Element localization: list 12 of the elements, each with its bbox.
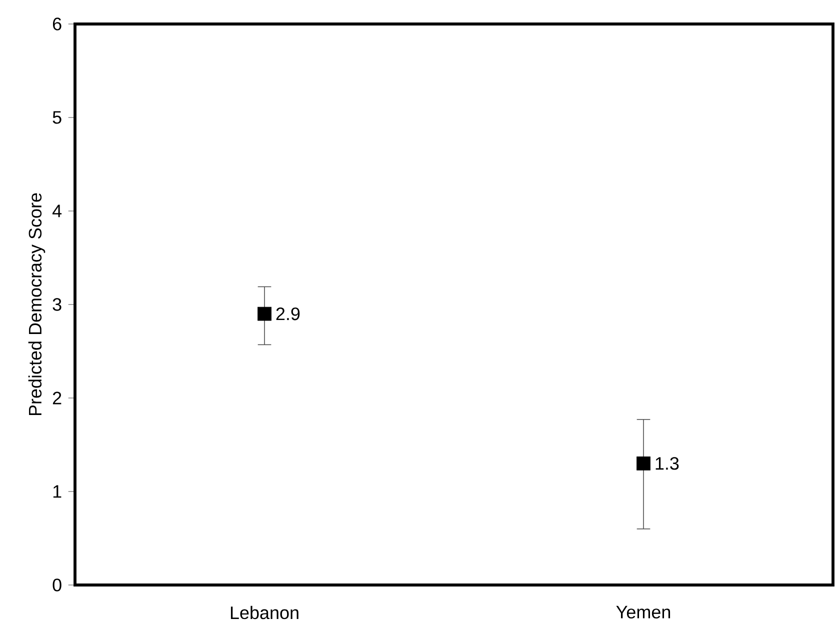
y-tick-label: 4 — [52, 204, 62, 218]
y-tick-label: 1 — [53, 485, 62, 498]
y-axis-title: Predicted Democracy Score — [28, 193, 46, 416]
data-label: 1.3 — [656, 457, 679, 470]
y-tick-label: 2 — [52, 392, 62, 404]
x-tick-label: Lebanon — [230, 606, 298, 620]
y-tick-label: 6 — [52, 18, 62, 30]
y-tick-label: 5 — [52, 111, 62, 124]
y-tick-label: 0 — [52, 578, 62, 592]
data-label: 2.9 — [276, 307, 300, 320]
x-tick-label: Yemen — [616, 606, 670, 618]
y-tick-label: 3 — [52, 298, 62, 311]
